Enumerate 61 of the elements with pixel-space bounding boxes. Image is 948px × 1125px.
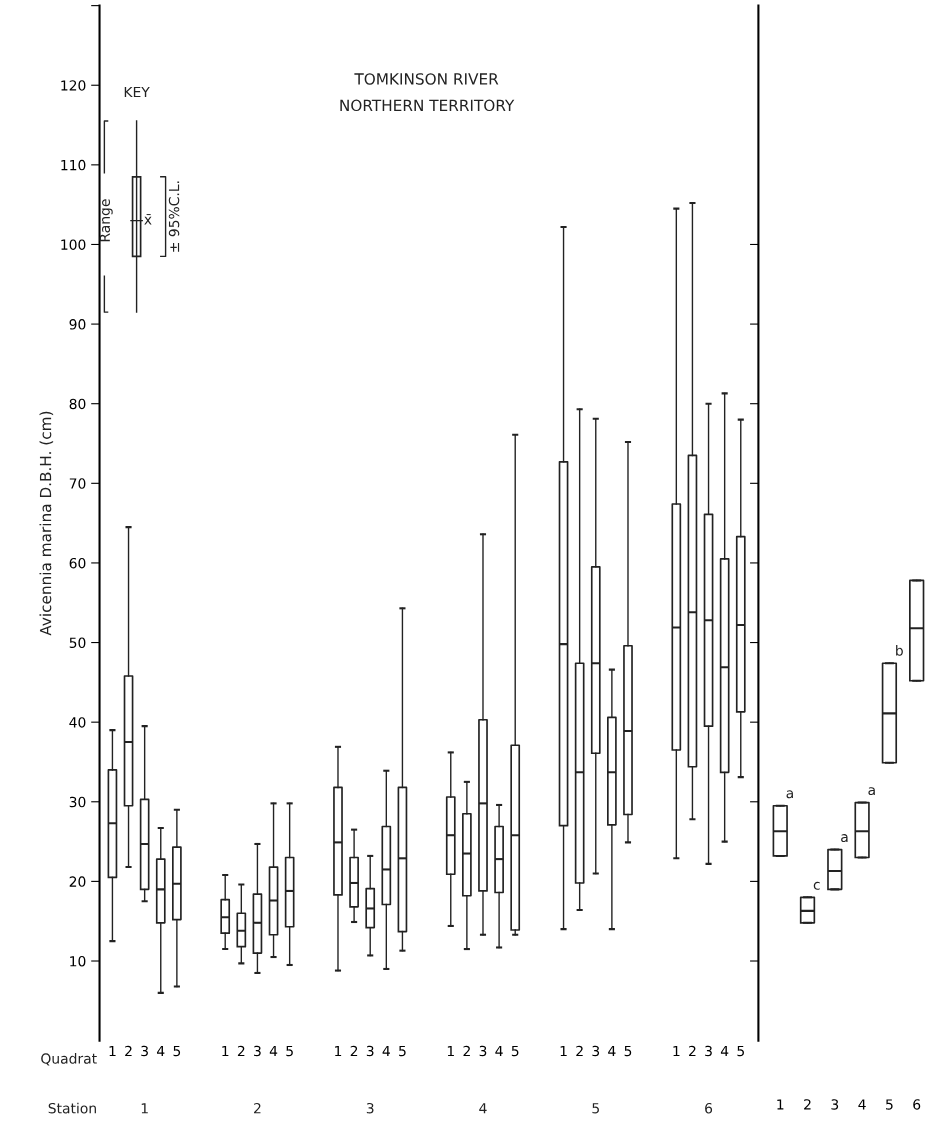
- annotation: Range: [99, 199, 113, 242]
- x-tick-label: 3: [705, 1045, 712, 1057]
- x-tick-label: 5: [737, 1045, 744, 1057]
- x-tick-label: 2: [804, 1099, 811, 1110]
- y-tick-label: 80: [69, 398, 86, 410]
- x-tick-label: 2: [125, 1045, 132, 1057]
- x-tick-label: 1: [335, 1045, 342, 1057]
- x-tick-label: 5: [173, 1045, 181, 1057]
- x-tick-label: 1: [109, 1045, 116, 1057]
- annotation: c: [813, 881, 820, 890]
- x-tick-label: 3: [141, 1045, 148, 1057]
- x-tick-label: 4: [858, 1099, 866, 1110]
- x-tick-label: 2: [463, 1045, 470, 1057]
- x-tick-label: 2: [237, 1045, 245, 1057]
- x-tick-label: 5: [511, 1045, 519, 1057]
- text: TOMKINSON RIVER NORTHERN TERRITORY: [340, 73, 515, 112]
- x-tick-label: 3: [254, 1045, 261, 1057]
- x-tick-label: 1: [447, 1045, 454, 1057]
- x-tick-label: 3: [592, 1045, 600, 1057]
- x-tick-label: 4: [269, 1045, 278, 1057]
- x-tick-label: 6: [913, 1099, 921, 1110]
- x-tick-label: 3: [366, 1045, 374, 1057]
- text: Quadrat: [41, 1053, 97, 1066]
- y-tick-label: 110: [61, 159, 86, 171]
- annotation: b: [896, 645, 903, 656]
- x-tick-label: 4: [495, 1045, 503, 1057]
- x-tick-label: 5: [399, 1045, 406, 1057]
- x-tick-label: 2: [689, 1045, 696, 1057]
- x-tick-label: 3: [479, 1045, 487, 1057]
- x-tick-label: 5: [886, 1099, 893, 1110]
- x-tick-label: 5: [624, 1045, 632, 1057]
- x-tick-label: 3: [831, 1099, 839, 1110]
- y-tick-label: 30: [69, 796, 86, 808]
- y-axis-title: Avicennia marina D.B.H. (cm): [39, 411, 54, 636]
- x-tick-label: 1: [777, 1099, 784, 1110]
- x-tick-label: 5: [286, 1045, 293, 1057]
- text: Station: [48, 1102, 96, 1114]
- y-tick-label: 90: [69, 319, 86, 330]
- annotation: a: [868, 787, 875, 796]
- x-tick-label: 4: [382, 1045, 390, 1057]
- x-tick-label: 4: [157, 1045, 165, 1057]
- x-tick-label: 1: [222, 1045, 229, 1057]
- y-tick-label: 100: [61, 239, 86, 250]
- y-tick-label: 10: [70, 955, 86, 967]
- annotation: ± 95%C.L.: [168, 181, 180, 252]
- y-tick-label: 40: [69, 717, 86, 728]
- annotation: a: [841, 834, 848, 843]
- x-tick-label: 1: [673, 1045, 680, 1057]
- x-tick-label: 4: [608, 1045, 616, 1057]
- annotation: a: [786, 790, 793, 799]
- y-tick-label: 120: [61, 80, 86, 91]
- x-tick-label: 2: [576, 1045, 583, 1057]
- x-tick-label: 1: [560, 1045, 567, 1057]
- y-tick-label: 20: [69, 876, 86, 887]
- y-tick-label: 60: [69, 557, 86, 569]
- x-tick-label: 2: [350, 1045, 358, 1057]
- x-tick-label: 4: [720, 1045, 729, 1057]
- annotation: KEY: [124, 86, 150, 98]
- y-tick-label: 50: [69, 637, 86, 649]
- annotation: x̄: [144, 214, 152, 225]
- y-tick-label: 70: [69, 478, 86, 489]
